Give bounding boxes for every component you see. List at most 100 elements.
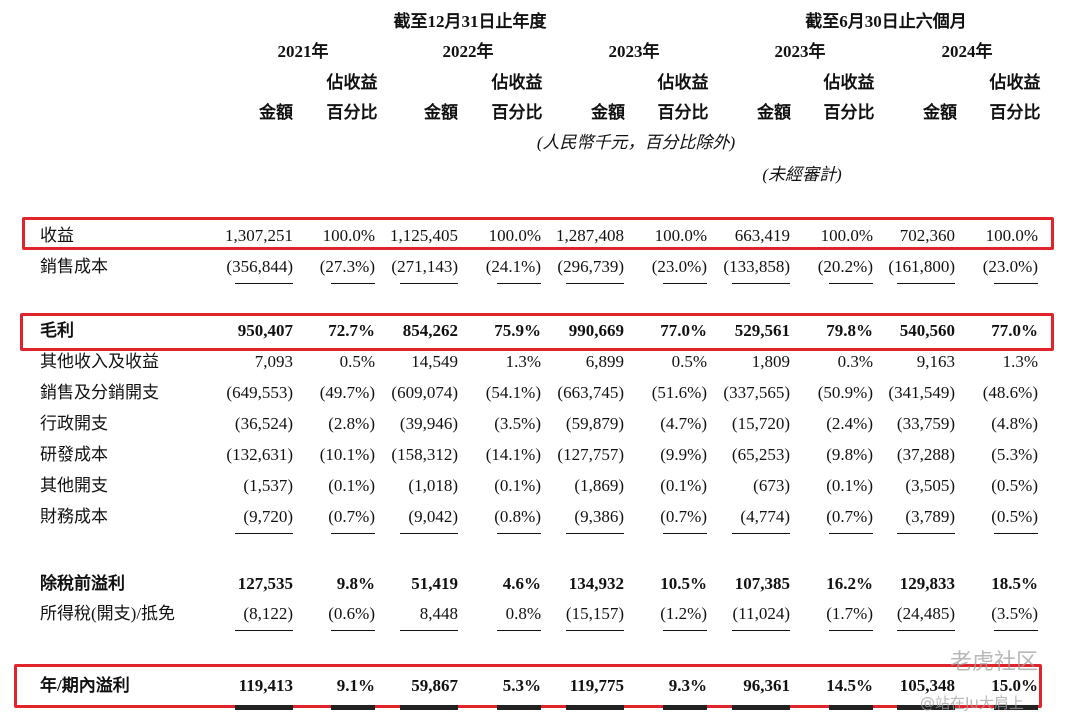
underline [497, 630, 541, 631]
row-label: 除稅前溢利 [40, 574, 125, 593]
cell: 100.0% [488, 226, 541, 245]
pct-header: 百分比 [326, 103, 378, 122]
underline [732, 533, 790, 534]
cell: (649,553) [226, 383, 293, 402]
cell: (36,524) [234, 414, 293, 433]
cell: 4.6% [502, 574, 541, 593]
cell: 14.5% [826, 676, 873, 695]
row-label: 所得稅(開支)/抵免 [40, 604, 176, 623]
cell: (356,844) [226, 257, 293, 276]
cell: 100.0% [654, 226, 707, 245]
cell: 77.0% [991, 321, 1038, 340]
year-header: 2023年 [774, 42, 826, 61]
cell: 5.3% [502, 676, 541, 695]
cell: (4.7%) [660, 414, 707, 433]
cell: (1,537) [243, 476, 293, 495]
pct-header: 佔收益 [823, 73, 875, 92]
year-header: 2023年 [608, 42, 660, 61]
cell: (2.8%) [328, 414, 375, 433]
cell: (4.8%) [991, 414, 1038, 433]
cell: (51.6%) [651, 383, 707, 402]
underline [897, 630, 955, 631]
cell: 9,163 [916, 352, 955, 371]
row-label: 毛利 [40, 321, 74, 340]
cell: (37,288) [896, 445, 955, 464]
year-header: 2021年 [277, 42, 329, 61]
cell: 129,833 [899, 574, 955, 593]
period-group: 截至6月30日止六個月 [805, 12, 967, 31]
underline [497, 283, 541, 284]
underline [829, 630, 873, 631]
cell: 8,448 [419, 604, 458, 623]
underline [829, 283, 873, 284]
cell: (10.1%) [319, 445, 375, 464]
cell: 854,262 [402, 321, 458, 340]
cell: (2.4%) [826, 414, 873, 433]
underline [732, 283, 790, 284]
underline [897, 283, 955, 284]
cell: (296,739) [557, 257, 624, 276]
cell: (0.5%) [991, 507, 1038, 526]
cell: (15,157) [565, 604, 624, 623]
row-label: 其他收入及收益 [40, 352, 159, 371]
pct-header: 百分比 [657, 103, 709, 122]
cell: (9,386) [574, 507, 624, 526]
cell: 1.3% [505, 352, 541, 371]
cell: 1,287,408 [556, 226, 624, 245]
underline [994, 533, 1038, 534]
row-label: 其他開支 [40, 476, 108, 495]
audit-note: (未經審計) [762, 165, 842, 184]
underline [663, 283, 707, 284]
cell: 663,419 [734, 226, 790, 245]
pct-header: 佔收益 [491, 73, 543, 92]
cell: 119,775 [569, 676, 624, 695]
cell: 1,125,405 [390, 226, 458, 245]
underline [235, 533, 293, 534]
underline [566, 533, 624, 534]
pct-header: 佔收益 [326, 73, 378, 92]
cell: (3,505) [905, 476, 955, 495]
cell: (39,946) [399, 414, 458, 433]
cell: 79.8% [826, 321, 873, 340]
underline [400, 630, 458, 631]
pct-header: 百分比 [491, 103, 543, 122]
cell: (50.9%) [817, 383, 873, 402]
cell: (4,774) [740, 507, 790, 526]
underline [400, 533, 458, 534]
cell: 9.1% [336, 676, 375, 695]
amount-header: 金額 [591, 103, 625, 122]
watermark: @站在Ju大肩上 [920, 694, 1024, 712]
pct-header: 百分比 [823, 103, 875, 122]
underline [994, 705, 1038, 710]
cell: 51,419 [411, 574, 458, 593]
cell: (9.8%) [826, 445, 873, 464]
cell: 1,809 [751, 352, 790, 371]
cell: (0.1%) [494, 476, 541, 495]
cell: (0.5%) [991, 476, 1038, 495]
row-label: 研發成本 [40, 445, 108, 464]
underline [566, 283, 624, 284]
cell: (1.2%) [660, 604, 707, 623]
cell: (1,869) [574, 476, 624, 495]
underline [235, 283, 293, 284]
cell: (23.0%) [651, 257, 707, 276]
underline [235, 630, 293, 631]
cell: (59,879) [565, 414, 624, 433]
underline [829, 533, 873, 534]
cell: (9,720) [243, 507, 293, 526]
cell: (0.8%) [494, 507, 541, 526]
cell: (0.7%) [328, 507, 375, 526]
cell: 950,407 [237, 321, 293, 340]
cell: 0.8% [505, 604, 541, 623]
amount-header: 金額 [424, 103, 458, 122]
cell: (27.3%) [319, 257, 375, 276]
amount-header: 金額 [259, 103, 293, 122]
watermark: 老虎社区 [950, 650, 1039, 675]
cell: 75.9% [494, 321, 541, 340]
cell: (5.3%) [991, 445, 1038, 464]
cell: 96,361 [743, 676, 790, 695]
cell: 1,307,251 [225, 226, 293, 245]
cell: 1.3% [1002, 352, 1038, 371]
cell: (0.1%) [826, 476, 873, 495]
